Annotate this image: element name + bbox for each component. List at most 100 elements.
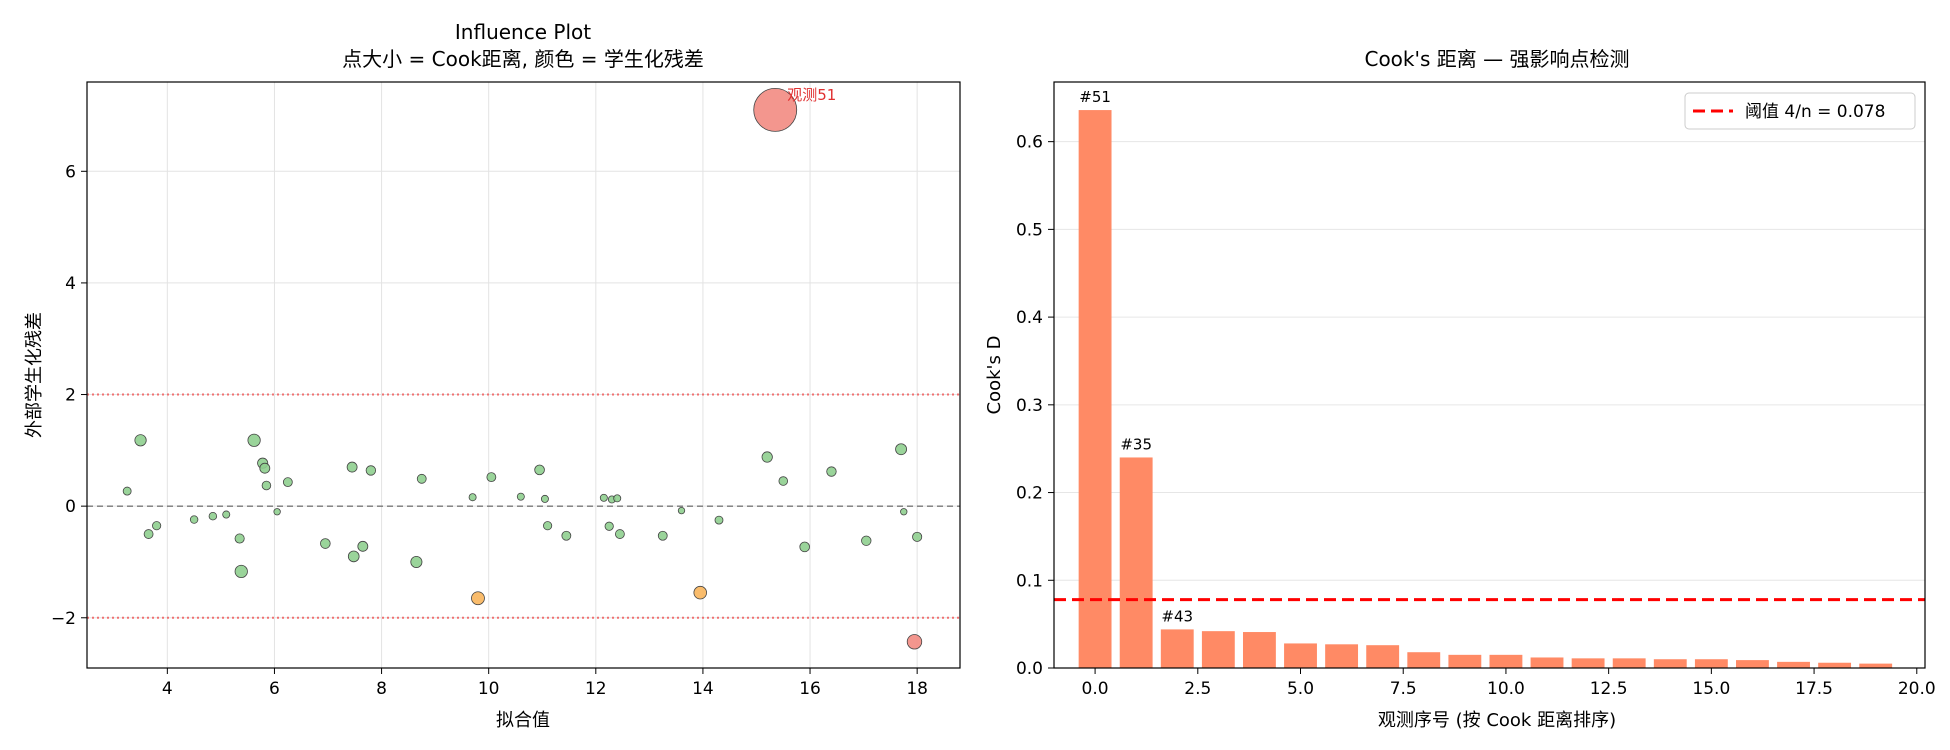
- influence-points: [122, 88, 923, 650]
- scatter-point-37: [693, 585, 707, 600]
- cooks-bar-8: [1407, 652, 1441, 668]
- y-tick-label-4: 6: [65, 162, 76, 182]
- legend-box: [1684, 92, 1916, 130]
- cooks-y-label: Cook's D: [984, 336, 1005, 415]
- scatter-point-17: [347, 550, 360, 563]
- cooks-bar-12: [1571, 658, 1605, 668]
- scatter-point-20: [410, 555, 423, 568]
- cooks-bars: [1078, 110, 1893, 669]
- influence-plot: Influence Plot 点大小 = Cook距离, 颜色 = 学生化残差 …: [24, 20, 961, 731]
- cooks-x-tick-label-8: 20.0: [1898, 679, 1936, 699]
- scatter-point-4: [189, 515, 199, 524]
- cooks-bar-labels: #51 #35 #43: [1079, 88, 1193, 625]
- cooks-bar-7: [1366, 645, 1400, 668]
- cooks-bar-2: [1160, 629, 1194, 668]
- influence-y-label: 外部学生化残差: [24, 312, 45, 438]
- cooks-bar-17: [1777, 661, 1810, 668]
- cooks-bar-1: [1119, 457, 1153, 668]
- cooks-bar-19: [1859, 663, 1893, 668]
- cooks-bar-14: [1653, 659, 1687, 668]
- x-tick-label-6: 16: [799, 679, 821, 699]
- cooks-y-tick-label-1: 0.1: [1016, 571, 1043, 591]
- scatter-point-16: [346, 461, 358, 473]
- legend-threshold-label: 阈值 4/n = 0.078: [1745, 102, 1885, 122]
- scatter-point-15: [320, 538, 331, 549]
- cooks-bar-18: [1818, 662, 1852, 668]
- cooks-y-tick-label-4: 0.4: [1016, 308, 1043, 328]
- scatter-point-27: [540, 494, 549, 503]
- cooks-title: Cook's 距离 — 强影响点检测: [1364, 47, 1629, 71]
- cooks-x-tick-label-7: 17.5: [1795, 679, 1833, 699]
- cooks-x-tick-label-3: 7.5: [1390, 679, 1417, 699]
- scatter-point-24: [486, 472, 497, 483]
- influence-grid: [87, 82, 960, 668]
- cooks-x-tick-label-1: 2.5: [1184, 679, 1211, 699]
- cooks-y-tick-label-2: 0.2: [1016, 484, 1043, 504]
- influence-title: Influence Plot: [455, 20, 591, 44]
- cooks-axes-frame: [1053, 81, 1926, 669]
- scatter-point-25: [516, 492, 525, 501]
- scatter-point-28: [543, 521, 553, 531]
- scatter-point-19: [365, 465, 377, 476]
- cooks-bar-10: [1489, 654, 1523, 668]
- x-tick-label-1: 6: [269, 679, 280, 699]
- cooks-y-tick-label-6: 0.6: [1016, 133, 1043, 153]
- cooks-grid: [1054, 141, 1925, 669]
- cooks-legend: 阈值 4/n = 0.078: [1684, 92, 1916, 130]
- scatter-point-41: [778, 476, 789, 486]
- scatter-point-14: [282, 477, 293, 488]
- cooks-ticks: 0.0 2.5 5.0 7.5 10.0 12.5 15.0 17.5 20.0 0.0 0.1 0.…: [1016, 133, 1936, 699]
- scatter-point-2: [143, 529, 154, 539]
- y-tick-label-3: 4: [65, 274, 76, 294]
- influence-reference-lines: [87, 393, 960, 619]
- cooks-distance-chart: Cook's 距离 — 强影响点检测 #51 #35 #43 0.0 2.5 5.0 7.…: [984, 47, 1936, 731]
- scatter-point-11: [259, 462, 271, 474]
- cooks-y-tick-label-0: 0.0: [1016, 659, 1043, 679]
- outlier-annotation: 观测51: [787, 86, 836, 104]
- scatter-point-9: [247, 433, 261, 447]
- scatter-point-40: [753, 88, 798, 132]
- influence-axes-frame: [86, 81, 961, 669]
- scatter-point-36: [677, 506, 686, 515]
- scatter-point-30: [599, 493, 608, 502]
- cooks-bar-5: [1284, 643, 1317, 668]
- scatter-point-1: [134, 434, 147, 447]
- cooks-bar-label-1: #35: [1120, 435, 1152, 453]
- scatter-point-47: [906, 634, 923, 650]
- cooks-bar-13: [1612, 658, 1646, 668]
- x-tick-label-3: 10: [478, 679, 500, 699]
- scatter-point-29: [561, 530, 572, 541]
- cooks-bar-3: [1201, 631, 1235, 668]
- scatter-point-33: [613, 494, 622, 503]
- influence-subtitle: 点大小 = Cook距离, 颜色 = 学生化残差: [342, 47, 704, 71]
- scatter-point-21: [416, 473, 427, 484]
- y-tick-label-2: 2: [65, 386, 76, 406]
- cooks-bar-11: [1530, 657, 1564, 668]
- scatter-point-43: [826, 466, 837, 477]
- cooks-bar-label-2: #43: [1161, 607, 1193, 625]
- cooks-x-tick-label-4: 10.0: [1487, 679, 1525, 699]
- cooks-y-tick-label-5: 0.5: [1016, 220, 1043, 240]
- scatter-point-26: [534, 464, 545, 476]
- scatter-point-5: [208, 511, 218, 521]
- cooks-x-tick-label-0: 0.0: [1082, 679, 1109, 699]
- cooks-x-tick-label-5: 12.5: [1590, 679, 1628, 699]
- cooks-bar-4: [1242, 632, 1276, 668]
- y-tick-label-1: 0: [65, 497, 76, 517]
- scatter-point-13: [273, 508, 281, 516]
- cooks-x-tick-label-2: 5.0: [1287, 679, 1314, 699]
- scatter-point-22: [468, 493, 477, 502]
- influence-x-label: 拟合值: [496, 710, 550, 731]
- scatter-point-35: [657, 530, 668, 541]
- cooks-x-label: 观测序号 (按 Cook 距离排序): [1378, 710, 1616, 731]
- scatter-point-7: [234, 533, 245, 544]
- scatter-point-46: [900, 508, 908, 516]
- scatter-point-3: [152, 521, 162, 531]
- scatter-point-18: [357, 540, 369, 552]
- cooks-bar-6: [1325, 644, 1359, 668]
- cooks-x-tick-label-6: 15.0: [1692, 679, 1730, 699]
- scatter-point-12: [261, 480, 272, 491]
- scatter-point-23: [471, 591, 485, 606]
- scatter-point-0: [122, 486, 132, 496]
- scatter-point-48: [912, 531, 923, 542]
